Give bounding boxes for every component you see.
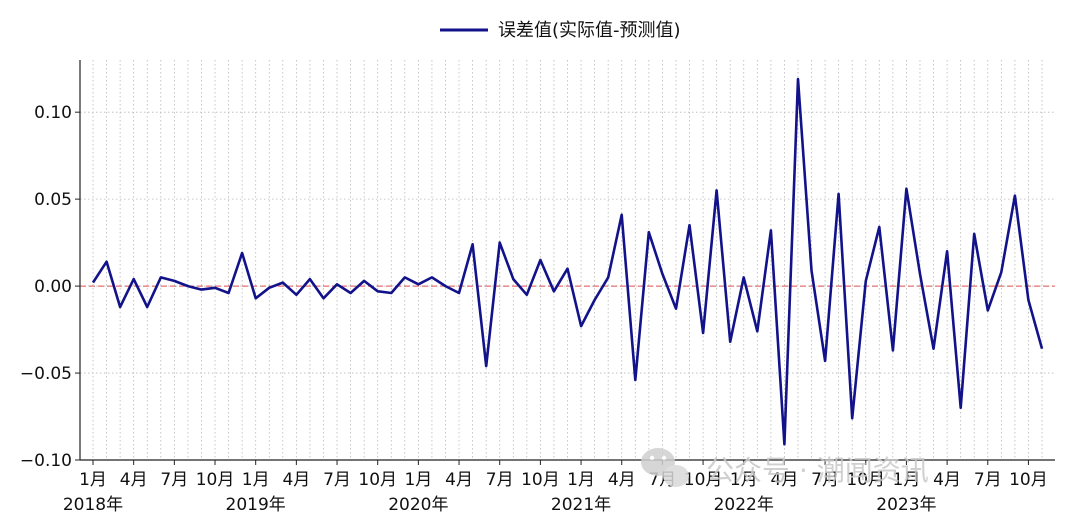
x-tick-label-month: 4月 [771, 470, 799, 490]
x-tick-label-month: 7月 [323, 470, 351, 490]
y-tick-label: 0.05 [34, 190, 72, 210]
x-tick-label-month: 1月 [404, 470, 432, 490]
x-tick-label-month: 4月 [282, 470, 310, 490]
x-tick-label-month: 10月 [846, 470, 885, 490]
x-tick-label-month: 10月 [196, 470, 235, 490]
x-tick-label-month: 10月 [1009, 470, 1048, 490]
x-tick-label-month: 4月 [608, 470, 636, 490]
x-tick-label-year: 2021年 [551, 495, 611, 515]
x-tick-label-month: 7月 [811, 470, 839, 490]
y-tick-label: −0.10 [20, 451, 72, 471]
x-tick-label-month: 10月 [358, 470, 397, 490]
x-tick-label-month: 1月 [567, 470, 595, 490]
x-tick-label-month: 4月 [120, 470, 148, 490]
x-tick-label-month: 1月 [893, 470, 921, 490]
x-tick-label-month: 1月 [79, 470, 107, 490]
wechat-icon [641, 448, 689, 487]
y-tick-label: 0.00 [34, 277, 72, 297]
x-tick-label-year: 2019年 [226, 495, 286, 515]
x-tick-label-year: 2018年 [63, 495, 123, 515]
x-ticks: 1月 2018年 4月 7月 10月 1月 2019年 4月 7月 10月 1月 2020年 4月 7月 1… [63, 460, 1048, 515]
y-ticks: −0.10 −0.05 0.00 0.05 0.10 [20, 103, 80, 471]
legend: 误差值(实际值-预测值) [440, 20, 681, 41]
series-layer [91, 77, 1044, 446]
x-tick-label-month: 7月 [486, 470, 514, 490]
x-tick-label-month: 1月 [730, 470, 758, 490]
grid [80, 60, 1055, 461]
x-tick-label-year: 2023年 [876, 495, 936, 515]
x-tick-label-month: 4月 [933, 470, 961, 490]
x-tick-label-year: 2020年 [388, 495, 448, 515]
x-tick-label-month: 10月 [684, 470, 723, 490]
x-tick-label-month: 10月 [521, 470, 560, 490]
x-tick-label-month: 7月 [160, 470, 188, 490]
x-tick-label-month: 1月 [242, 470, 270, 490]
y-tick-label: −0.05 [20, 364, 72, 384]
watermark-text: 公众号 · 潮闻资讯 [706, 454, 929, 487]
legend-label: 误差值(实际值-预测值) [498, 20, 681, 41]
y-tick-label: 0.10 [34, 103, 72, 123]
x-tick-label-month: 4月 [445, 470, 473, 490]
watermark: 公众号 · 潮闻资讯 [641, 448, 929, 487]
x-tick-label-month: 7月 [974, 470, 1002, 490]
series-line-error [91, 77, 1044, 446]
x-tick-label-year: 2022年 [714, 495, 774, 515]
